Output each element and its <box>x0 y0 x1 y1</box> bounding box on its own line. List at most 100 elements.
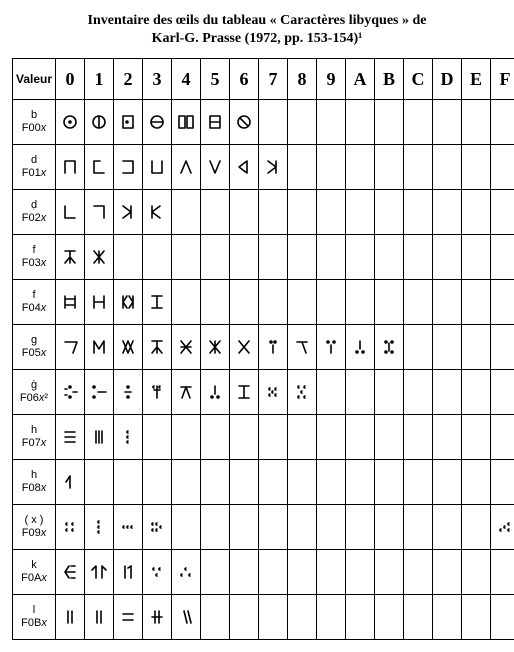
cell-F0A4 <box>172 550 201 595</box>
cell-F010 <box>56 145 85 190</box>
cell-F09F <box>491 505 514 550</box>
cell-F08E <box>462 460 491 505</box>
cell-F0BE <box>462 595 491 640</box>
cell-F007 <box>259 100 288 145</box>
cell-F020 <box>56 190 85 235</box>
cell-F03B <box>375 235 404 280</box>
cell-F0A3 <box>143 550 172 595</box>
cell-F000 <box>56 100 85 145</box>
cell-F027 <box>259 190 288 235</box>
row-label-top: b <box>14 109 54 122</box>
row-label-top: ( x ) <box>14 514 54 527</box>
cell-F064 <box>172 370 201 415</box>
cell-F062 <box>114 370 143 415</box>
cell-F0B9 <box>317 595 346 640</box>
cell-F008 <box>288 100 317 145</box>
cell-F0A0 <box>56 550 85 595</box>
cell-F042 <box>114 280 143 325</box>
cell-F074 <box>172 415 201 460</box>
cell-F040 <box>56 280 85 325</box>
row-label-top: l <box>14 604 54 617</box>
cell-F070 <box>56 415 85 460</box>
cell-F025 <box>201 190 230 235</box>
cell-F003 <box>143 100 172 145</box>
cell-F051 <box>85 325 114 370</box>
cell-F073 <box>143 415 172 460</box>
row-label-bot: F01x <box>14 167 54 180</box>
cell-F04F <box>491 280 514 325</box>
cell-F08C <box>404 460 433 505</box>
col-head-1: 1 <box>85 59 114 100</box>
cell-F030 <box>56 235 85 280</box>
cell-F096 <box>230 505 259 550</box>
row-label-bot: F08x <box>14 482 54 495</box>
cell-F066 <box>230 370 259 415</box>
cell-F012 <box>114 145 143 190</box>
cell-F034 <box>172 235 201 280</box>
cell-F092 <box>114 505 143 550</box>
row-label-top: d <box>14 154 54 167</box>
cell-F086 <box>230 460 259 505</box>
cell-F06B <box>375 370 404 415</box>
cell-F01F <box>491 145 514 190</box>
row-label-top: ġ <box>14 379 54 392</box>
cell-F022 <box>114 190 143 235</box>
cell-F0B6 <box>230 595 259 640</box>
row-label-bot: F07x <box>14 437 54 450</box>
cell-F0A6 <box>230 550 259 595</box>
cell-F071 <box>85 415 114 460</box>
cell-F04B <box>375 280 404 325</box>
row-label-F0A: kF0Ax <box>13 550 56 595</box>
cell-F080 <box>56 460 85 505</box>
cell-F0AD <box>433 550 462 595</box>
row-label-F04: fF04x <box>13 280 56 325</box>
row-label-bot: F0Bx <box>14 617 54 630</box>
cell-F063 <box>143 370 172 415</box>
row-label-F01: dF01x <box>13 145 56 190</box>
cell-F098 <box>288 505 317 550</box>
cell-F077 <box>259 415 288 460</box>
row-label-bot: F0Ax <box>14 572 54 585</box>
cell-F04E <box>462 280 491 325</box>
cell-F009 <box>317 100 346 145</box>
cell-F023 <box>143 190 172 235</box>
cell-F053 <box>143 325 172 370</box>
cell-F056 <box>230 325 259 370</box>
cell-F03A <box>346 235 375 280</box>
cell-F006 <box>230 100 259 145</box>
cell-F060 <box>56 370 85 415</box>
cell-F091 <box>85 505 114 550</box>
cell-F088 <box>288 460 317 505</box>
row-label-top: g <box>14 334 54 347</box>
cell-F017 <box>259 145 288 190</box>
cell-F054 <box>172 325 201 370</box>
cell-F09E <box>462 505 491 550</box>
cell-F02F <box>491 190 514 235</box>
cell-F075 <box>201 415 230 460</box>
col-head-3: 3 <box>143 59 172 100</box>
cell-F0AE <box>462 550 491 595</box>
cell-F0AC <box>404 550 433 595</box>
cell-F050 <box>56 325 85 370</box>
cell-F068 <box>288 370 317 415</box>
cell-F0A9 <box>317 550 346 595</box>
cell-F0B4 <box>172 595 201 640</box>
page-title: Inventaire des œils du tableau « Caractè… <box>12 12 502 48</box>
cell-F041 <box>85 280 114 325</box>
col-head-6: 6 <box>230 59 259 100</box>
cell-F099 <box>317 505 346 550</box>
row-label-F08: hF08x <box>13 460 56 505</box>
cell-F04A <box>346 280 375 325</box>
cell-F04D <box>433 280 462 325</box>
cell-F047 <box>259 280 288 325</box>
cell-F072 <box>114 415 143 460</box>
cell-F09A <box>346 505 375 550</box>
row-label-top: ḍ <box>14 199 54 212</box>
row-label-F06: ġF06x² <box>13 370 56 415</box>
cell-F02B <box>375 190 404 235</box>
cell-F004 <box>172 100 201 145</box>
cell-F032 <box>114 235 143 280</box>
cell-F081 <box>85 460 114 505</box>
glyph-table: Valeur 0123456789ABCDEF bF00xdF01xḍF02xf… <box>12 58 514 640</box>
cell-F09B <box>375 505 404 550</box>
